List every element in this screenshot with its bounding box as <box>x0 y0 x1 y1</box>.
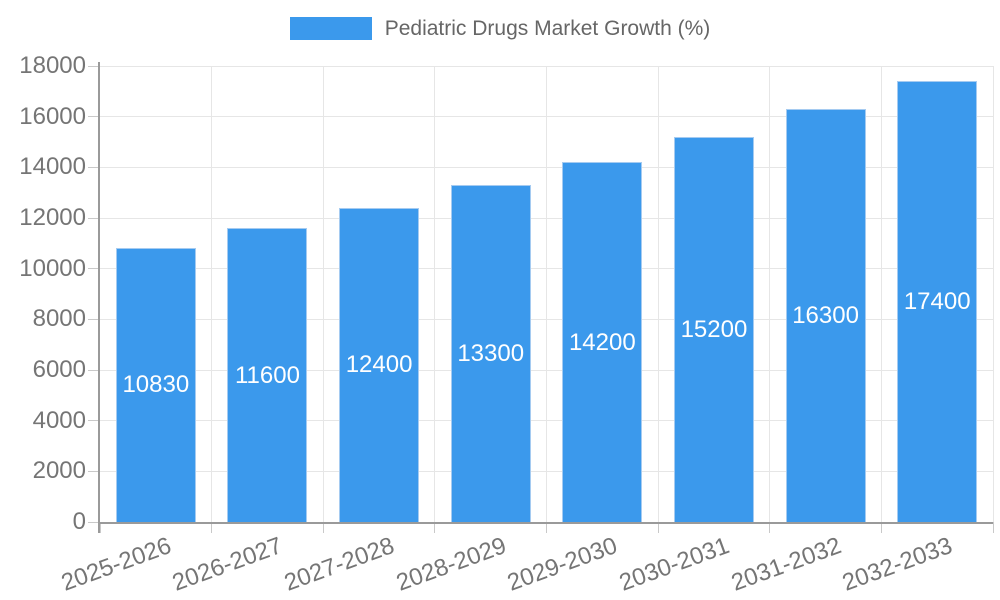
bar: 11600 <box>227 228 308 522</box>
y-tick-mark <box>88 420 100 422</box>
y-tick-label: 6000 <box>32 356 86 383</box>
x-tick-mark <box>992 522 994 533</box>
y-tick-label: 12000 <box>19 204 86 231</box>
y-tick-label: 4000 <box>32 406 86 434</box>
x-tick-mark <box>657 522 659 533</box>
bar: 17400 <box>897 81 978 522</box>
y-tick-mark <box>88 166 100 168</box>
y-tick-mark <box>88 217 100 219</box>
bar-value-label: 15200 <box>680 315 748 343</box>
gridline-vertical <box>992 66 994 522</box>
gridline-vertical <box>657 66 659 522</box>
y-tick-mark <box>88 470 100 472</box>
y-axis-line <box>98 62 100 533</box>
bar-value-label: 13300 <box>457 340 525 368</box>
bar: 16300 <box>785 109 866 522</box>
bar-value-label: 16300 <box>792 302 859 330</box>
x-tick-mark <box>769 522 771 533</box>
x-tick-mark <box>434 522 436 533</box>
x-tick-mark <box>880 522 882 533</box>
x-tick-mark <box>99 522 101 533</box>
y-tick-mark <box>88 318 100 320</box>
bar-value-label: 11600 <box>234 361 300 389</box>
x-axis-line <box>100 522 993 524</box>
y-tick-label: 10000 <box>19 254 86 282</box>
y-tick-label: 16000 <box>19 102 86 130</box>
x-tick-mark <box>211 522 213 533</box>
gridline-vertical <box>211 66 213 522</box>
bar: 12400 <box>339 207 420 522</box>
y-tick-mark <box>88 65 100 67</box>
bar-value-label: 10830 <box>122 371 190 399</box>
bar-value-label: 12400 <box>345 351 413 379</box>
y-tick-mark <box>88 369 100 371</box>
gridline-vertical <box>322 66 324 522</box>
y-tick-mark <box>88 268 100 270</box>
bar-value-label: 14200 <box>568 328 636 356</box>
y-tick-label: 14000 <box>19 153 86 181</box>
bar: 13300 <box>450 185 531 522</box>
legend: Pediatric Drugs Market Growth (%) <box>0 16 1000 41</box>
y-tick-label: 18000 <box>19 52 86 79</box>
bar: 14200 <box>562 162 643 522</box>
gridline-vertical <box>880 66 882 522</box>
bar-value-label: 17400 <box>903 288 971 316</box>
y-tick-mark <box>88 521 100 523</box>
y-tick-label: 2000 <box>32 457 86 485</box>
gridline-vertical <box>546 66 547 522</box>
legend-label: Pediatric Drugs Market Growth (%) <box>384 17 711 40</box>
gridline-vertical <box>769 66 771 522</box>
x-tick-mark <box>546 522 547 533</box>
y-tick-label: 0 <box>72 508 86 535</box>
bar: 10830 <box>115 247 196 522</box>
legend-swatch <box>289 17 372 41</box>
bar: 15200 <box>673 136 754 522</box>
y-tick-mark <box>88 116 100 118</box>
x-tick-mark <box>322 522 324 533</box>
gridline-vertical <box>434 66 436 522</box>
y-tick-label: 8000 <box>32 305 86 333</box>
